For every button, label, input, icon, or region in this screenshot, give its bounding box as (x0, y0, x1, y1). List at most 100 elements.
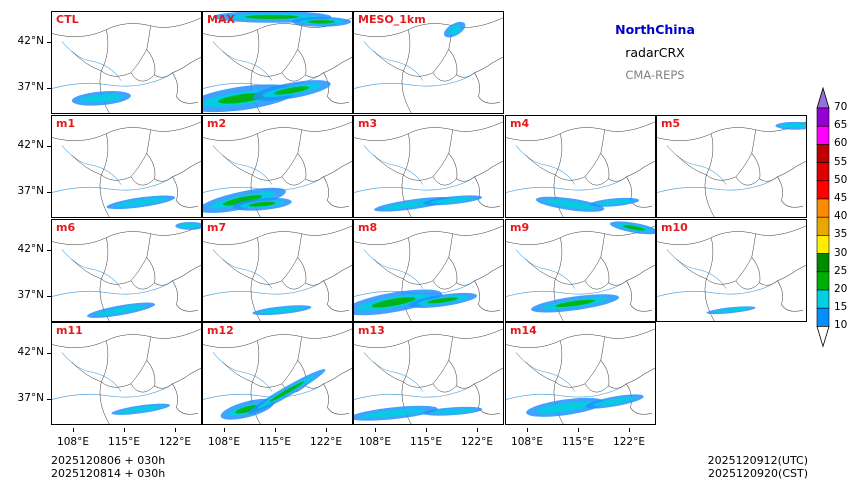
lon-tick (275, 428, 276, 432)
lat-tick (47, 146, 51, 147)
colorbar-level-label: 35 (834, 228, 848, 241)
reflectivity-field (443, 21, 466, 38)
init-cst: 2025120814 + 030h (51, 467, 166, 480)
colorbar-segment (816, 144, 830, 163)
colorbar-level-label: 20 (834, 283, 848, 295)
panel-label: m9 (510, 221, 530, 234)
reflectivity-field (535, 196, 640, 212)
map-panel-m3: m3 (353, 115, 504, 218)
panel-label: m5 (661, 117, 681, 130)
lat-tick (47, 353, 51, 354)
reflectivity-field (106, 195, 176, 210)
colorbar-level-label: 25 (834, 264, 848, 277)
colorbar-level-label: 55 (834, 155, 848, 168)
lon-tick (73, 428, 74, 432)
map-panel-m8: m8 (353, 219, 504, 322)
init-time: 2025120806 + 030h 2025120814 + 030h (51, 454, 165, 480)
colorbar-level-label: 65 (834, 119, 848, 132)
lat-tick (47, 88, 51, 89)
lon-tick (375, 428, 376, 432)
colorbar-level-label: 70 (834, 101, 848, 113)
colorbar-level-label: 30 (834, 246, 848, 259)
map-canvas (203, 225, 352, 321)
panel-label: m13 (358, 324, 385, 337)
lon-tick-label: 115°E (562, 436, 594, 448)
lon-tick (527, 428, 528, 432)
colorbar-level-label: 10 (834, 319, 848, 332)
colorbar-graphic (816, 86, 830, 348)
reflectivity-field (252, 305, 312, 316)
lon-tick (477, 428, 478, 432)
map-panel-m1: m1 (51, 115, 202, 218)
region-title: NorthChina (615, 22, 695, 37)
colorbar-segment (816, 198, 830, 218)
panel-label: m11 (56, 324, 83, 337)
lat-tick-label: 37°N (17, 81, 44, 93)
map-panel-m5: m5 (656, 115, 807, 218)
reflectivity-field (220, 369, 326, 420)
lon-tick-label: 115°E (410, 436, 442, 448)
lat-tick (47, 296, 51, 297)
lon-tick (175, 428, 176, 432)
lat-tick-label: 42°N (17, 139, 44, 151)
colorbar-segment (816, 271, 830, 291)
lon-tick-label: 122°E (461, 436, 493, 448)
reflectivity-field (87, 221, 201, 318)
colorbar-segment (816, 307, 830, 327)
colorbar-segment (816, 162, 830, 182)
panel-label: m2 (207, 117, 227, 130)
panel-label: MAX (207, 13, 235, 26)
reflectivity-field (526, 394, 644, 417)
panel-label: m8 (358, 221, 378, 234)
map-panel-m4: m4 (505, 115, 656, 218)
lat-tick-label: 42°N (17, 35, 44, 47)
colorbar (815, 86, 831, 358)
system-title: CMA-REPS (625, 68, 685, 82)
map-panel-m14: m14 (505, 322, 656, 425)
lat-tick (47, 250, 51, 251)
lon-tick (629, 428, 630, 432)
map-canvas (354, 17, 503, 113)
map-canvas (52, 17, 201, 113)
map-panel-ctl: CTL (51, 11, 202, 114)
lon-tick-label: 108°E (511, 436, 543, 448)
colorbar-segment (816, 253, 830, 273)
panel-label: CTL (56, 13, 79, 26)
lat-tick-label: 37°N (17, 289, 44, 301)
reflectivity-field (706, 306, 756, 315)
map-panel-m6: m6 (51, 219, 202, 322)
map-panel-m12: m12 (202, 322, 353, 425)
lat-tick-label: 37°N (17, 185, 44, 197)
colorbar-segment (816, 289, 830, 309)
colorbar-segment (816, 235, 830, 254)
map-canvas (506, 328, 655, 424)
panel-label: MESO_1km (358, 13, 426, 26)
reflectivity-field (354, 405, 483, 421)
lon-tick-label: 115°E (108, 436, 140, 448)
lon-tick (124, 428, 125, 432)
colorbar-level-label: 60 (834, 137, 848, 150)
valid-time: 2025120912(UTC) 2025120920(CST) (698, 454, 808, 480)
map-canvas (354, 328, 503, 424)
variable-title: radarCRX (625, 45, 685, 60)
reflectivity-field (354, 289, 478, 316)
panel-label: m1 (56, 117, 76, 130)
lat-tick-label: 37°N (17, 392, 44, 404)
colorbar-segment (816, 216, 830, 236)
map-canvas (506, 121, 655, 217)
colorbar-segment (816, 125, 830, 145)
map-canvas (203, 12, 352, 113)
map-canvas (203, 328, 352, 424)
reflectivity-field (374, 195, 483, 212)
init-utc: 2025120806 + 030h (51, 454, 166, 467)
lon-tick-label: 108°E (359, 436, 391, 448)
map-canvas (203, 121, 352, 217)
lon-tick-label: 122°E (613, 436, 645, 448)
panel-label: m4 (510, 117, 530, 130)
map-panel-m7: m7 (202, 219, 353, 322)
lon-tick (224, 428, 225, 432)
lat-tick (47, 192, 51, 193)
panel-label: m12 (207, 324, 234, 337)
lon-tick (426, 428, 427, 432)
panel-label: m14 (510, 324, 537, 337)
